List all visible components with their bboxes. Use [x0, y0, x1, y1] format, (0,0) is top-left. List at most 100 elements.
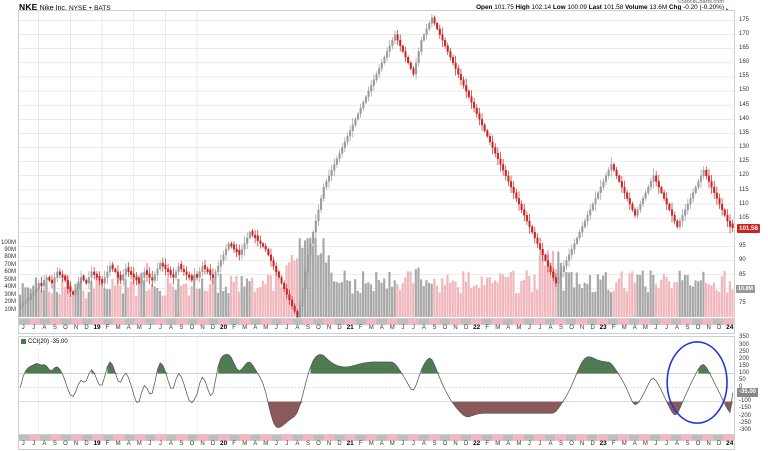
volume-tick-label: 80M — [4, 254, 16, 261]
x-axis-month-label: A — [421, 441, 426, 447]
x-axis-month-label: J — [527, 325, 531, 331]
x-axis-month-label: M — [495, 441, 501, 447]
x-axis-month-label: N — [73, 325, 79, 331]
stockcharts-credit: ©StockCharts.com — [678, 0, 724, 5]
x-axis-month-label: A — [42, 325, 47, 331]
low-label: Low — [552, 4, 566, 11]
x-axis-month-label: A — [295, 441, 300, 447]
x-axis-month-label: J — [285, 325, 289, 331]
x-axis-month-label: S — [52, 325, 57, 331]
price-tick-label: 115 — [739, 186, 749, 193]
volume-tick-label: 100M — [0, 239, 16, 246]
cci-x-axis-bands — [19, 435, 734, 441]
x-axis-month-label: D — [337, 441, 342, 447]
x-axis-month-label: S — [52, 441, 57, 447]
x-axis-month-label: O — [316, 441, 321, 447]
x-axis-month-label: F — [105, 325, 110, 331]
x-axis-month-label: F — [232, 325, 236, 331]
x-axis-month-label: O — [695, 441, 701, 447]
x-axis-month-label: M — [642, 325, 648, 331]
x-axis-month-label: S — [432, 441, 437, 447]
x-axis-year-label: 23 — [599, 440, 607, 447]
cci-tick-label: -200 — [739, 412, 752, 419]
x-axis-month-label: D — [590, 325, 595, 331]
cci-tick-label: 350 — [739, 334, 750, 341]
cci-panel[interactable] — [18, 336, 735, 434]
price-x-axis-bands — [19, 319, 734, 325]
x-axis-month-label: A — [295, 325, 300, 331]
open-value: 101.75 — [494, 4, 514, 11]
x-axis-month-label: O — [63, 325, 68, 331]
x-axis-month-label: F — [358, 325, 363, 331]
x-axis-month-label: N — [706, 325, 711, 331]
price-tick-label: 135 — [739, 129, 750, 136]
x-axis-year-label: 20 — [220, 324, 228, 331]
price-tick-label: 130 — [739, 144, 750, 150]
x-axis-year-label: 24 — [726, 324, 734, 331]
x-axis-month-label: D — [210, 325, 216, 331]
x-axis-month-label: J — [274, 441, 278, 447]
x-axis-month-label: A — [168, 441, 173, 447]
price-tick-label: 145 — [739, 101, 750, 108]
price-tick-label: 140 — [739, 115, 750, 122]
x-axis-month-label: M — [368, 441, 374, 447]
x-axis-month-label: J — [158, 441, 162, 447]
x-axis-month-label: S — [432, 325, 437, 331]
x-axis-month-label: N — [579, 325, 585, 331]
x-axis-month-label: O — [569, 441, 574, 447]
price-tick-label: 95 — [739, 243, 746, 250]
x-axis-month-label: A — [506, 441, 511, 447]
volume-label: Volume — [624, 4, 648, 11]
x-axis-month-label: A — [253, 325, 258, 331]
x-axis-month-label: M — [621, 325, 627, 331]
price-tick-label: 75 — [739, 299, 746, 306]
price-panel[interactable] — [18, 10, 735, 318]
volume-value: 13.6M — [649, 4, 668, 11]
high-label: High — [515, 4, 530, 11]
cci-legend-label: CCI(20) -35.00 — [28, 339, 68, 345]
volume-tick-label: 70M — [4, 261, 16, 268]
cci-tick-label: 0 — [739, 384, 743, 391]
x-axis-month-label: A — [421, 325, 426, 331]
x-axis-month-label: J — [21, 325, 25, 331]
x-axis-month-label: J — [664, 325, 668, 331]
x-axis-month-label: A — [674, 325, 679, 331]
x-axis-month-label: N — [453, 441, 458, 447]
x-axis-month-label: O — [442, 325, 448, 331]
x-axis-month-label: N — [73, 441, 79, 447]
x-axis-year-label: 22 — [473, 440, 481, 447]
volume-tick-label: 40M — [4, 284, 16, 291]
x-axis-month-label: J — [538, 325, 542, 331]
x-axis-month-label: M — [642, 441, 648, 447]
x-axis-month-label: S — [559, 325, 564, 331]
x-axis-month-label: O — [695, 325, 701, 331]
cci-tick-label: 100 — [739, 369, 750, 376]
x-axis-month-label: M — [516, 325, 522, 331]
x-axis-month-label: A — [126, 325, 131, 331]
price-tick-label: 170 — [739, 30, 750, 37]
copyright-icon: © — [677, 0, 682, 5]
x-axis-month-label: M — [115, 325, 121, 331]
x-axis-month-label: D — [463, 325, 469, 331]
x-axis-month-label: A — [632, 325, 637, 331]
x-axis-month-label: A — [126, 441, 131, 447]
price-tick-label: 150 — [739, 87, 750, 94]
x-axis-month-label: J — [411, 325, 415, 331]
cci-legend: CCI(20) -35.00 — [21, 338, 68, 346]
cci-tick-label: 50 — [739, 377, 746, 383]
x-axis-month-label: D — [717, 441, 722, 447]
change-value: -0.20 (-0.20%) — [683, 4, 724, 11]
x-axis-month-label: O — [442, 441, 448, 447]
x-axis-month-label: S — [685, 441, 690, 447]
x-axis-month-label: J — [32, 325, 36, 331]
x-axis-month-label: O — [316, 325, 321, 331]
credit-text: StockCharts.com — [681, 0, 724, 5]
x-axis-month-label: F — [105, 441, 110, 447]
x-axis-month-label: J — [538, 441, 542, 447]
price-tick-label: 165 — [739, 44, 750, 51]
x-axis-month-label: J — [527, 441, 531, 447]
last-value: 101.58 — [603, 4, 624, 11]
x-axis-month-label: S — [305, 325, 310, 331]
x-axis-month-label: S — [179, 325, 184, 331]
cci-tick-label: -150 — [739, 405, 752, 412]
